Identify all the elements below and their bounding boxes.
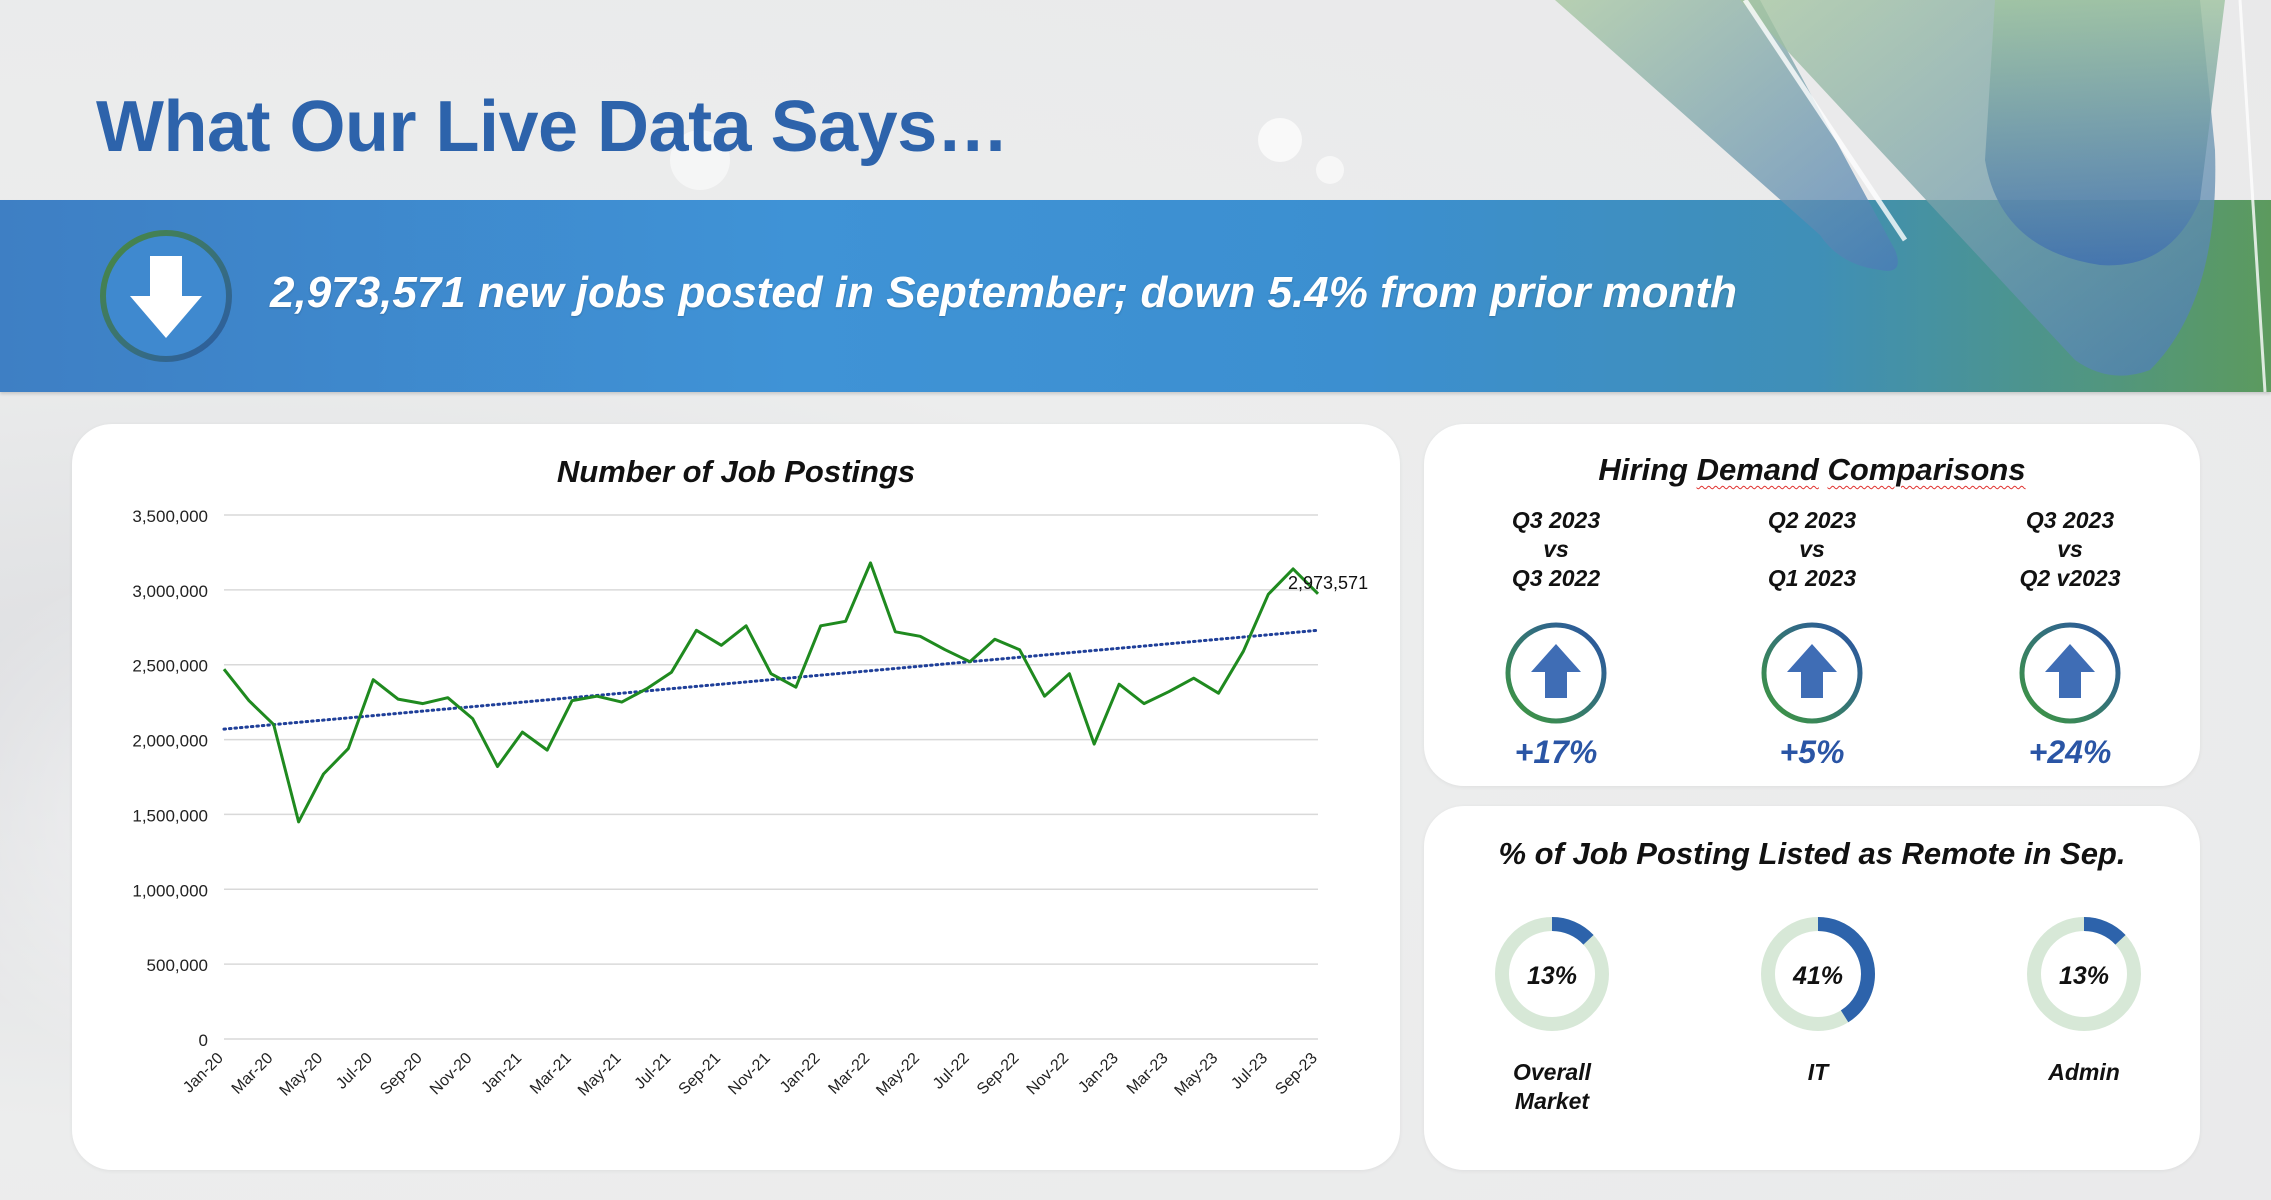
y-tick-label: 1,000,000 [132,881,208,900]
x-tick-label: Sep-20 [377,1050,426,1099]
comparison-percent: +17% [1514,734,1598,770]
remote-label: Admin [2048,1059,2120,1085]
headline-banner: 2,973,571 new jobs posted in September; … [0,200,2271,392]
remote-percent: 13% [1526,962,1578,990]
y-tick-label: 2,000,000 [132,732,208,751]
remote-donut-fill [1761,917,1875,1031]
x-tick-label: Jan-20 [180,1050,227,1097]
x-tick-label: Mar-20 [229,1050,277,1098]
remote-postings-card: % of Job Posting Listed as Remote in Sep… [1424,806,2200,1170]
job-postings-chart-card: Number of Job Postings 0 500,000 1,000,000… [72,424,1400,1170]
x-tick-label: Jan-23 [1075,1050,1122,1097]
remote-postings-heading: % of Job Posting Listed as Remote in Sep… [1498,836,2126,871]
x-tick-label: Sep-22 [974,1050,1023,1099]
comparison-label: Q3 2023 vs Q2 v2023 [2019,507,2121,591]
hiring-demand-heading: Hiring Demand Comparisons [1598,452,2026,487]
x-tick-label: Jul-21 [632,1050,675,1093]
data-label-last-point: 2,973,571 [1288,573,1368,593]
remote-label: Overall Market [1513,1059,1591,1114]
x-tick-label: Mar-23 [1124,1050,1172,1098]
x-tick-label: Mar-21 [527,1050,575,1098]
x-tick-label: Sep-23 [1272,1050,1321,1099]
banner-headline: 2,973,571 new jobs posted in September; … [270,268,1737,317]
x-tick-label: May-23 [1172,1050,1222,1100]
job-postings-line-chart: 0 500,000 1,000,000 1,500,000 2,000,000 2,500… [132,507,1368,1100]
remote-donut-fill [2027,917,2141,1031]
hiring-demand-card: Hiring Demand Comparisons Q3 2023 vs Q3 20… [1424,424,2200,786]
y-tick-label: 3,500,000 [132,507,208,526]
x-tick-label: Jan-22 [777,1050,824,1097]
remote-donut-chart [2027,917,2141,1031]
y-tick-label: 2,500,000 [132,657,208,676]
y-tick-label: 1,500,000 [132,806,208,825]
x-tick-label: Nov-20 [427,1050,476,1099]
y-tick-label: 0 [199,1031,208,1050]
x-tick-label: Jan-21 [479,1050,526,1097]
remote-donut-fill [1495,917,1609,1031]
comparison-percent: +24% [2028,734,2112,770]
x-tick-label: May-20 [277,1050,327,1100]
x-tick-label: Nov-22 [1024,1050,1073,1099]
remote-donut-chart [1761,917,1875,1031]
remote-donut-chart [1495,917,1609,1031]
comparison-percent: +5% [1779,734,1845,770]
series-line-job-postings [222,561,1320,824]
remote-label: IT [1807,1059,1829,1085]
down-arrow-icon [100,230,232,362]
x-tick-label: Jul-20 [333,1050,376,1093]
up-arrow-icon [1761,622,1863,724]
x-tick-label: Sep-21 [676,1050,725,1099]
x-tick-label: Jul-22 [930,1050,973,1093]
comparison-label: Q2 2023 vs Q1 2023 [1767,507,1857,591]
x-tick-label: Mar-22 [825,1050,873,1098]
chart-title: Number of Job Postings [556,454,916,489]
x-tick-label: Jul-23 [1228,1050,1271,1093]
remote-percent: 41% [1792,962,1844,990]
x-tick-label: May-21 [575,1050,625,1100]
trendline [222,628,1320,731]
y-tick-label: 500,000 [147,956,208,975]
y-tick-label: 3,000,000 [132,582,208,601]
x-tick-label: Nov-21 [725,1050,774,1099]
remote-percent: 13% [2058,962,2110,990]
x-tick-label: May-22 [873,1050,923,1100]
comparison-label: Q3 2023 vs Q3 2022 [1511,507,1601,591]
up-arrow-icon [1505,622,1607,724]
page-title: What Our Live Data Says… [96,87,1009,167]
up-arrow-icon [2019,622,2121,724]
